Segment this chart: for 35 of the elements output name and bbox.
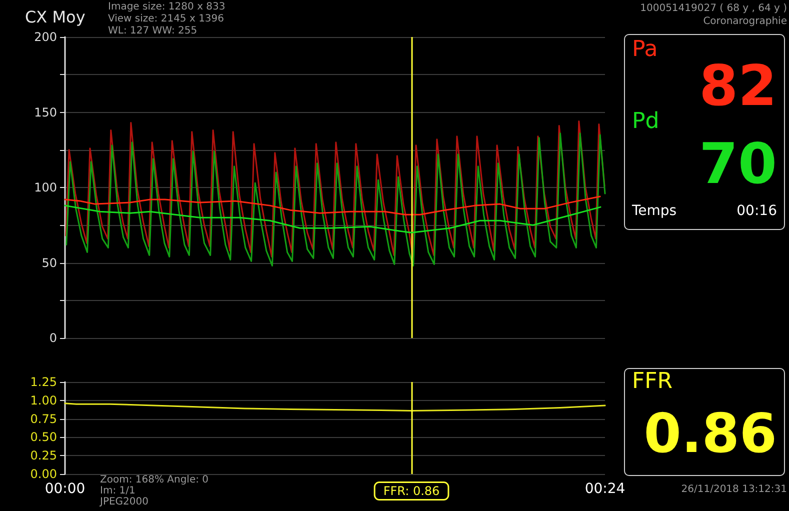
y-tick-label: 0.75 xyxy=(30,412,57,426)
y-tick-label: 0 xyxy=(49,331,57,345)
text: View size: 2145 x 1396 xyxy=(108,14,224,24)
text: Pd xyxy=(632,109,660,134)
text: FFR xyxy=(632,369,673,394)
text: Coronarographie xyxy=(703,16,787,27)
text: Im: 1/1 xyxy=(100,486,136,496)
x-tick-label: 00:00 xyxy=(44,481,86,497)
text: 26/11/2018 13:12:31 xyxy=(681,484,787,495)
y-tick-label: 0.00 xyxy=(30,467,57,481)
text: 00:16 xyxy=(736,203,777,220)
y-tick-label: 0.50 xyxy=(30,430,57,444)
y-tick-label: 1.00 xyxy=(30,393,57,408)
y-tick-label: 50 xyxy=(42,256,57,270)
line-series xyxy=(64,204,602,234)
y-tick-label: 1.25 xyxy=(30,375,57,389)
y-tick-label: 0.25 xyxy=(30,448,57,463)
y-tick-label: 150 xyxy=(34,105,57,120)
text: FFR: 0.86 xyxy=(383,484,440,498)
line-series xyxy=(64,402,606,412)
y-tick-label: 100 xyxy=(34,180,57,194)
chart-title: CX Moy xyxy=(25,8,86,26)
text: WL: 127 WW: 255 xyxy=(108,26,198,36)
text: Pa xyxy=(632,37,658,62)
line-series xyxy=(64,196,601,216)
text: 70 xyxy=(699,132,777,197)
text: 82 xyxy=(699,54,777,119)
text: Zoom: 168% Angle: 0 xyxy=(100,474,209,486)
text: Temps xyxy=(632,203,677,220)
text: 100051419027 ( 68 y , 64 y ) xyxy=(640,3,787,14)
text: Image size: 1280 x 833 xyxy=(108,2,226,12)
x-tick-label: 00:24 xyxy=(584,481,626,497)
y-tick-label: 200 xyxy=(34,30,57,44)
text: 0.86 xyxy=(644,402,777,465)
text: JPEG2000 xyxy=(99,496,148,508)
